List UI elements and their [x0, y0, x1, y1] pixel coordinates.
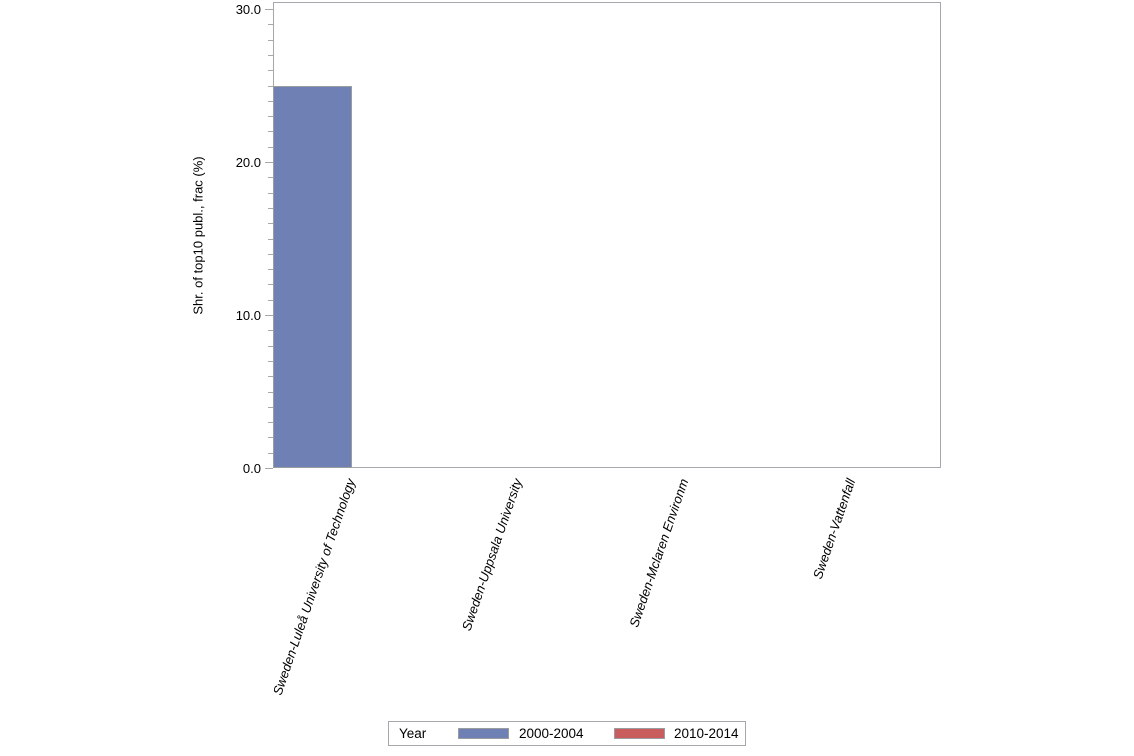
legend-title: Year — [399, 726, 427, 741]
y-minor-tick — [268, 346, 273, 347]
y-minor-tick — [268, 284, 273, 285]
y-minor-tick — [268, 453, 273, 454]
y-minor-tick — [268, 86, 273, 87]
y-minor-tick — [268, 131, 273, 132]
y-minor-tick — [268, 422, 273, 423]
y-minor-tick — [268, 330, 273, 331]
y-minor-tick — [268, 376, 273, 377]
y-minor-tick — [268, 70, 273, 71]
y-minor-tick — [268, 177, 273, 178]
y-minor-tick — [268, 24, 273, 25]
y-minor-tick — [268, 208, 273, 209]
legend-swatch-2000-2004 — [458, 728, 509, 739]
y-minor-tick — [268, 193, 273, 194]
y-major-tick — [265, 9, 273, 10]
y-minor-tick — [268, 101, 273, 102]
y-tick-label: 30.0 — [235, 2, 261, 17]
y-minor-tick — [268, 300, 273, 301]
x-category-label-sweden-vattenfall: Sweden-Vattenfall — [810, 476, 859, 581]
legend-swatch-2010-2014 — [614, 728, 665, 739]
plot-area — [273, 2, 941, 468]
y-major-tick — [265, 315, 273, 316]
y-minor-tick — [268, 361, 273, 362]
y-major-tick — [265, 162, 273, 163]
x-category-label-sweden-mclaren-environm: Sweden-Mclaren Environm — [626, 476, 692, 630]
legend: Year 2000-2004 2010-2014 — [388, 721, 746, 746]
y-minor-tick — [268, 116, 273, 117]
bar-2000-2004-sweden-lule-university-of-technology — [273, 85, 352, 468]
x-category-label-sweden-uppsala-university: Sweden-Uppsala University — [458, 476, 525, 633]
legend-label-2010-2014: 2010-2014 — [674, 726, 739, 741]
y-minor-tick — [268, 147, 273, 148]
y-minor-tick — [268, 269, 273, 270]
y-tick-label: 20.0 — [235, 155, 261, 170]
y-minor-tick — [268, 55, 273, 56]
y-minor-tick — [268, 437, 273, 438]
y-tick-label: 10.0 — [235, 308, 261, 323]
y-minor-tick — [268, 407, 273, 408]
legend-label-2000-2004: 2000-2004 — [519, 726, 584, 741]
y-minor-tick — [268, 254, 273, 255]
y-minor-tick — [268, 40, 273, 41]
x-category-label-sweden-lule-university-of-technology: Sweden-Luleå University of Technology — [269, 476, 358, 698]
y-major-tick — [265, 468, 273, 469]
y-axis-title: Shr. of top10 publ., frac (%) — [190, 156, 206, 315]
y-tick-label: 0.0 — [242, 461, 261, 476]
y-minor-tick — [268, 392, 273, 393]
y-minor-tick — [268, 239, 273, 240]
y-minor-tick — [268, 223, 273, 224]
